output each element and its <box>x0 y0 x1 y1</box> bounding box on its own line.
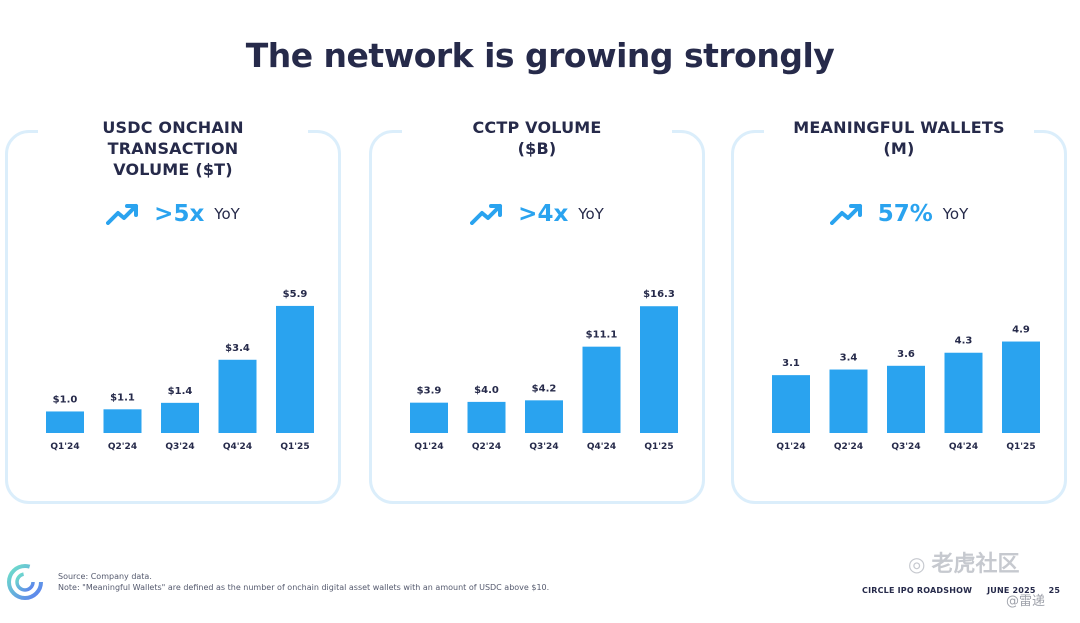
bar-chart: $3.9 Q1'24 $4.0 Q2'24 $4.2 Q3'24 $11.1 Q4'24 $16… <box>410 289 678 452</box>
bar-value-label: 4.3 <box>955 336 973 347</box>
bar-0 <box>772 375 810 433</box>
circle-logo-icon <box>7 564 43 600</box>
footer-roadshow: CIRCLE IPO ROADSHOW JUNE 2025 25 <box>862 586 1060 595</box>
roadshow-date: JUNE 2025 <box>987 586 1036 595</box>
panel-usdc-volume: USDC ONCHAIN TRANSACTION VOLUME ($T) >5x… <box>5 117 341 504</box>
growth-unit: YoY <box>942 205 969 223</box>
trend-up-arrow-icon <box>470 204 503 225</box>
bar-value-label: 4.9 <box>1012 325 1030 336</box>
growth-indicator: 57% YoY <box>734 201 1064 227</box>
bar-value-label: $11.1 <box>586 330 618 341</box>
bar-2 <box>525 400 563 433</box>
panel-title: CCTP VOLUME ($B) <box>402 117 672 159</box>
bar-1 <box>467 401 506 433</box>
bar-value-label: 3.6 <box>897 349 915 360</box>
growth-unit: YoY <box>578 205 604 223</box>
bar-1 <box>829 369 868 433</box>
bar-3 <box>944 352 983 433</box>
footer-notes: Source: Company data. Note: "Meaningful … <box>58 571 549 593</box>
growth-indicator: >5x YoY <box>8 201 338 227</box>
bar-chart: $1.0 Q1'24 $1.1 Q2'24 $1.4 Q3'24 $3.4 Q4'24 $5.9… <box>46 289 314 452</box>
trend-up-arrow-icon <box>829 204 862 225</box>
bar-value-label: $4.2 <box>532 383 557 394</box>
watermark-handle: @雷递 <box>1006 594 1046 609</box>
category-label: Q3'24 <box>891 442 920 452</box>
bar-4 <box>1002 341 1040 433</box>
category-label: Q2'24 <box>472 442 501 452</box>
bar-4 <box>276 305 314 433</box>
bar-0 <box>46 411 84 433</box>
category-label: Q3'24 <box>165 442 194 452</box>
watermark: ◎ 老虎社区 <box>908 546 1019 578</box>
category-label: Q4'24 <box>223 442 252 452</box>
bar-4 <box>640 306 678 433</box>
category-label: Q1'25 <box>280 442 309 452</box>
category-label: Q1'24 <box>414 442 443 452</box>
bar-value-label: $5.9 <box>283 289 308 300</box>
page-title: The network is growing strongly <box>245 36 835 75</box>
bar-1 <box>103 409 142 433</box>
page-number: 25 <box>1048 586 1061 595</box>
growth-value: 57% <box>877 201 933 227</box>
bar-value-label: $16.3 <box>643 289 675 300</box>
category-label: Q1'25 <box>1006 442 1035 452</box>
bar-value-label: $1.4 <box>168 386 193 397</box>
category-label: Q1'24 <box>776 442 805 452</box>
growth-unit: YoY <box>214 205 240 223</box>
source-note: Source: Company data. <box>58 572 152 581</box>
bar-value-label: $1.0 <box>53 394 78 405</box>
category-label: Q2'24 <box>834 442 863 452</box>
panel-title: MEANINGFUL WALLETS (M) <box>764 117 1034 159</box>
category-label: Q4'24 <box>949 442 978 452</box>
watermark-text: 老虎社区 <box>931 552 1020 577</box>
bar-2 <box>887 365 925 433</box>
bar-value-label: $1.1 <box>110 392 135 403</box>
category-label: Q1'25 <box>644 442 673 452</box>
bar-3 <box>582 346 621 433</box>
bar-value-label: $3.9 <box>417 386 442 397</box>
bar-2 <box>161 402 199 433</box>
growth-indicator: >4x YoY <box>372 201 702 227</box>
panel-meaningful-wallets: MEANINGFUL WALLETS (M) 57% YoY 3.1 Q1'24 3.… <box>731 117 1067 504</box>
category-label: Q3'24 <box>529 442 558 452</box>
category-label: Q1'24 <box>50 442 79 452</box>
definition-note: Note: "Meaningful Wallets" are defined a… <box>58 583 550 592</box>
bar-value-label: $4.0 <box>474 385 499 396</box>
bar-0 <box>410 402 448 433</box>
bar-value-label: 3.1 <box>782 358 800 369</box>
trend-up-arrow-icon <box>106 204 139 225</box>
bar-3 <box>218 359 257 433</box>
panel-title: USDC ONCHAIN TRANSACTION VOLUME ($T) <box>38 117 308 180</box>
roadshow-label: CIRCLE IPO ROADSHOW <box>862 586 973 595</box>
bar-value-label: $3.4 <box>225 343 250 354</box>
bar-value-label: 3.4 <box>840 353 858 364</box>
category-label: Q4'24 <box>587 442 616 452</box>
growth-value: >5x <box>154 201 205 227</box>
category-label: Q2'24 <box>108 442 137 452</box>
growth-value: >4x <box>518 201 569 227</box>
panel-cctp-volume: CCTP VOLUME ($B) >4x YoY $3.9 Q1'24 $4.0 Q2'… <box>369 117 705 504</box>
watermark-icon: ◎ <box>908 552 926 576</box>
bar-chart: 3.1 Q1'24 3.4 Q2'24 3.6 Q3'24 4.3 Q4'24 4.9 Q1'25 <box>772 325 1040 452</box>
